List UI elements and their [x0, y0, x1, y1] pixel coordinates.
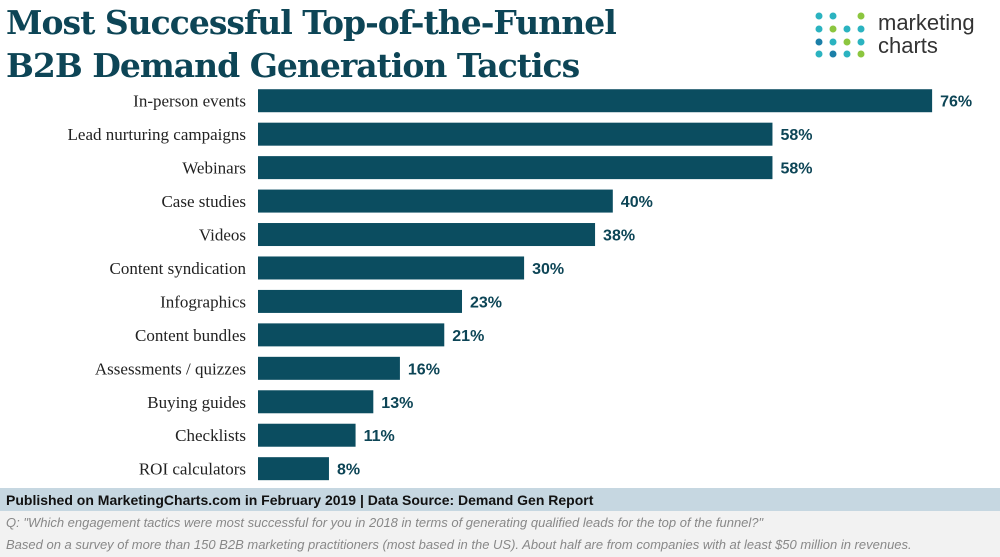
bar — [258, 390, 374, 414]
question: Q: "Which engagement tactics were most s… — [6, 515, 765, 530]
value-label: 58% — [780, 127, 812, 144]
category-label: Case studies — [161, 192, 246, 211]
category-label: Videos — [199, 226, 246, 245]
source-band — [0, 488, 1000, 511]
note-band — [0, 511, 1000, 557]
bar — [258, 457, 329, 481]
bar — [258, 156, 773, 180]
bar — [258, 289, 463, 313]
source: Published on MarketingCharts.com in Febr… — [6, 492, 594, 508]
category-label: ROI calculators — [139, 460, 246, 479]
category-label: Buying guides — [147, 393, 246, 412]
bar — [258, 189, 613, 213]
category-label: Webinars — [182, 159, 246, 178]
logo-text: charts — [878, 33, 938, 58]
bar — [258, 323, 445, 347]
bar — [258, 223, 596, 247]
value-label: 21% — [452, 328, 484, 345]
bar — [258, 256, 525, 280]
category-label: Assessments / quizzes — [95, 359, 246, 378]
value-label: 38% — [603, 228, 635, 245]
category-label: Infographics — [160, 292, 246, 311]
value-label: 23% — [470, 294, 502, 311]
logo-text: marketing — [878, 10, 975, 35]
value-label: 13% — [381, 395, 413, 412]
value-label: 16% — [408, 361, 440, 378]
category-label: In-person events — [133, 92, 246, 111]
category-label: Checklists — [175, 426, 246, 445]
chart-title: Most Successful Top-of-the-Funnel — [6, 3, 616, 42]
bar — [258, 423, 356, 447]
value-label: 11% — [364, 428, 395, 445]
value-label: 40% — [621, 194, 653, 211]
bar — [258, 356, 400, 380]
value-label: 76% — [940, 94, 972, 111]
category-label: Content syndication — [110, 259, 247, 278]
bar — [258, 89, 933, 113]
chart-title: B2B Demand Generation Tactics — [6, 46, 580, 85]
bar — [258, 122, 773, 146]
value-label: 8% — [337, 462, 360, 479]
note: Based on a survey of more than 150 B2B m… — [6, 537, 912, 552]
value-label: 58% — [780, 161, 812, 178]
logo-dots — [815, 12, 865, 58]
value-label: 30% — [532, 261, 564, 278]
category-label: Lead nurturing campaigns — [68, 125, 246, 144]
category-label: Content bundles — [135, 326, 246, 345]
